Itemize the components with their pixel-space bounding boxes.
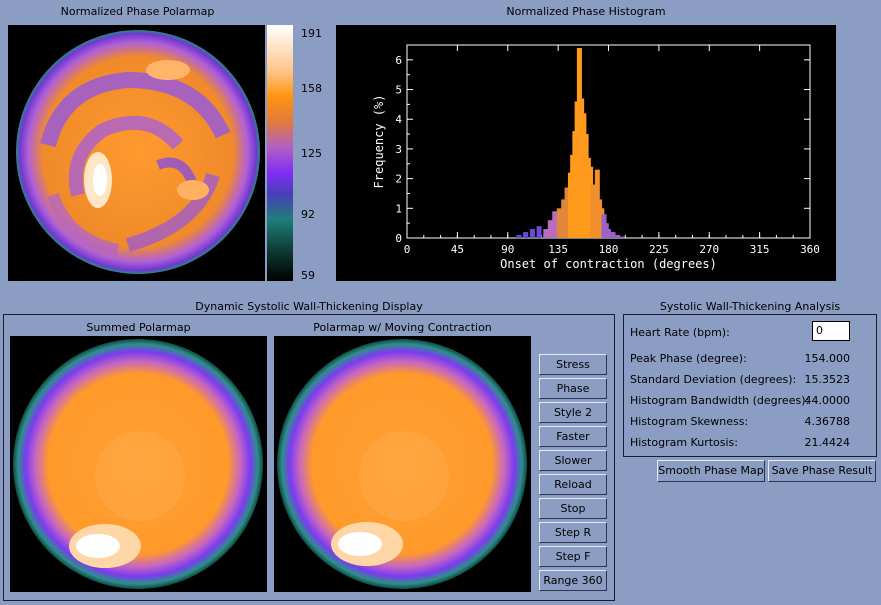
x-tick-label: 270 (699, 243, 719, 256)
y-tick-label: 6 (395, 54, 402, 67)
colorbar (267, 25, 293, 281)
summed-polarmap (10, 336, 267, 592)
colorbar-tick: 158 (301, 82, 322, 95)
x-tick-label: 45 (451, 243, 464, 256)
y-tick-label: 4 (395, 113, 402, 126)
analysis-group-box (623, 314, 877, 457)
stop-button[interactable]: Stop (539, 498, 607, 519)
colorbar-tick: 92 (301, 208, 315, 221)
histogram-bar (561, 199, 567, 238)
moving-polarmap-image (277, 339, 527, 589)
moving-contraction-polarmap (274, 336, 531, 592)
style-2-button[interactable]: Style 2 (539, 402, 607, 423)
reload-button[interactable]: Reload (539, 474, 607, 495)
std-dev-value: 15.3523 (804, 373, 851, 386)
histogram-bar (605, 229, 612, 238)
histogram-bar (536, 226, 542, 238)
colorbar-tick: 125 (301, 147, 322, 160)
y-tick-label: 5 (395, 84, 402, 97)
std-dev-label: Standard Deviation (degrees): (630, 373, 797, 386)
stress-button[interactable]: Stress (539, 354, 607, 375)
histogram-bar (619, 236, 625, 238)
phase-histogram: 0 45 90 135 180 225 270 315 360 0 1 2 3 4 5 6 Onset of c… (336, 25, 836, 281)
analysis-group-title: Systolic Wall-Thickening Analysis (659, 300, 841, 313)
histogram-title: Normalized Phase Histogram (506, 5, 666, 18)
kurtosis-label: Histogram Kurtosis: (630, 436, 738, 449)
plot-frame (406, 44, 811, 239)
summed-polarmap-image (13, 339, 263, 589)
step-f-button[interactable]: Step F (539, 546, 607, 567)
heart-rate-input[interactable]: 0 (812, 321, 850, 341)
x-tick-label: 0 (404, 243, 411, 256)
step-r-button[interactable]: Step R (539, 522, 607, 543)
skewness-label: Histogram Skewness: (630, 415, 749, 428)
phase-polarmap-image (16, 30, 260, 274)
colorbar-tick: 191 (301, 27, 322, 40)
x-axis-label: Onset of contraction (degrees) (500, 257, 717, 271)
peak-phase-value: 154.000 (804, 352, 851, 365)
phase-button[interactable]: Phase (539, 378, 607, 399)
dynamic-group-box (3, 314, 615, 601)
histogram-bar (552, 211, 558, 238)
dynamic-group-title: Dynamic Systolic Wall-Thickening Display (195, 300, 423, 313)
x-tick-label: 360 (800, 243, 820, 256)
range-360-button[interactable]: Range 360 (539, 570, 607, 591)
polarmap-title: Normalized Phase Polarmap (60, 5, 215, 18)
colorbar-tick: 59 (301, 269, 315, 282)
y-tick-label: 3 (395, 143, 402, 156)
histogram-bar (523, 232, 529, 238)
smooth-phase-map-button[interactable]: Smooth Phase Map (657, 460, 765, 482)
y-tick-label: 1 (395, 202, 402, 215)
slower-button[interactable]: Slower (539, 450, 607, 471)
phase-polarmap (8, 25, 265, 281)
histogram-bar (564, 187, 570, 238)
histogram-bar (543, 229, 549, 238)
save-phase-result-button[interactable]: Save Phase Result (768, 460, 876, 482)
x-tick-label: 225 (649, 243, 669, 256)
heart-rate-label: Heart Rate (bpm): (630, 326, 730, 339)
peak-phase-label: Peak Phase (degree): (630, 352, 747, 365)
bandwidth-value: 44.0000 (804, 394, 851, 407)
y-tick-label: 0 (395, 232, 402, 245)
moving-polarmap-title: Polarmap w/ Moving Contraction (313, 321, 492, 334)
summed-polarmap-title: Summed Polarmap (86, 321, 191, 334)
y-tick-label: 2 (395, 173, 402, 186)
bandwidth-label: Histogram Bandwidth (degrees): (630, 394, 810, 407)
faster-button[interactable]: Faster (539, 426, 607, 447)
histogram-bar (556, 208, 562, 238)
x-tick-label: 90 (501, 243, 514, 256)
y-axis-label: Frequency (%) (372, 95, 386, 189)
histogram-bar (529, 229, 535, 238)
skewness-value: 4.36788 (804, 415, 851, 428)
histogram-bar (614, 235, 620, 238)
histogram-bar (516, 235, 522, 238)
x-tick-label: 135 (548, 243, 568, 256)
kurtosis-value: 21.4424 (804, 436, 851, 449)
x-tick-label: 315 (750, 243, 770, 256)
histogram-bar (547, 220, 553, 238)
histogram-bar (610, 232, 616, 238)
x-tick-label: 180 (599, 243, 619, 256)
